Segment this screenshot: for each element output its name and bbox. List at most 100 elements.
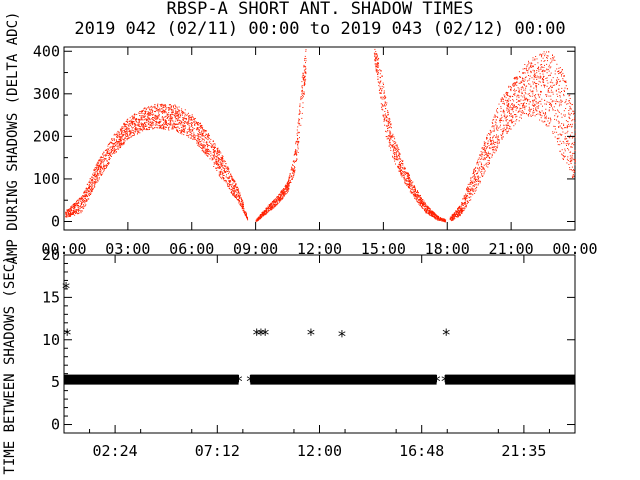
- top-series-point: [295, 153, 297, 155]
- top-series-point: [389, 126, 391, 128]
- top-series-point: [168, 109, 170, 111]
- top-series-point: [508, 106, 510, 108]
- top-series-point: [381, 105, 383, 107]
- top-series-point: [467, 183, 469, 185]
- top-series-point: [296, 154, 298, 156]
- top-series-point: [163, 104, 165, 106]
- top-series-point: [133, 134, 135, 136]
- top-series-point: [391, 135, 393, 137]
- top-series-point: [493, 146, 495, 148]
- top-series-point: [97, 169, 99, 171]
- top-series-point: [388, 138, 390, 140]
- top-series-point: [271, 204, 273, 206]
- top-series-point: [276, 200, 278, 202]
- top-series-point: [182, 129, 184, 131]
- top-series-point: [303, 75, 305, 77]
- top-series-point: [127, 136, 129, 138]
- top-series-point: [177, 124, 179, 125]
- top-series-point: [491, 126, 493, 128]
- top-series-point: [94, 174, 96, 176]
- top-series-point: [120, 138, 122, 140]
- top-series-point: [151, 114, 153, 116]
- top-series-point: [75, 202, 77, 204]
- top-series-point: [388, 127, 390, 129]
- top-series-point: [206, 144, 208, 146]
- top-series-point: [464, 203, 466, 205]
- top-series-point: [121, 128, 123, 130]
- top-series-point: [183, 130, 185, 132]
- top-series-point: [190, 129, 192, 130]
- top-series-point: [216, 153, 217, 155]
- top-series-point: [555, 89, 557, 91]
- top-series-point: [396, 158, 397, 160]
- top-series-point: [414, 196, 416, 198]
- top-series-point: [492, 146, 494, 148]
- top-series-point: [466, 197, 468, 199]
- top-series-point: [391, 135, 393, 137]
- top-series-point: [291, 169, 293, 171]
- top-series-point: [133, 132, 135, 134]
- top-series-point: [90, 185, 92, 187]
- top-series-point: [73, 203, 75, 205]
- top-series-point: [533, 111, 535, 113]
- top-series-point: [460, 206, 462, 208]
- top-series-point: [435, 214, 436, 216]
- top-series-point: [561, 75, 562, 77]
- top-series-point: [562, 72, 564, 74]
- top-series-point: [475, 178, 477, 180]
- top-series-point: [422, 203, 424, 205]
- top-series-point: [414, 197, 416, 199]
- top-series-point: [201, 145, 203, 147]
- top-series-point: [120, 141, 122, 143]
- top-series-point: [100, 156, 102, 158]
- top-series-point: [511, 115, 513, 117]
- top-series-point: [534, 59, 536, 61]
- top-series-point: [225, 181, 227, 183]
- top-series-point: [103, 170, 105, 172]
- top-series-point: [191, 135, 193, 137]
- top-series-point: [281, 190, 282, 192]
- top-series-point: [193, 138, 195, 140]
- top-series-point: [421, 207, 423, 209]
- top-series-point: [160, 111, 162, 113]
- top-series-point: [158, 109, 160, 111]
- top-series-point: [113, 143, 115, 145]
- top-series-point: [123, 139, 125, 141]
- top-series-point: [394, 153, 396, 155]
- top-series-point: [377, 76, 379, 78]
- top-series-point: [236, 193, 238, 195]
- top-series-point: [482, 147, 484, 149]
- top-series-point: [172, 105, 174, 107]
- top-series-point: [304, 75, 306, 77]
- top-series-point: [293, 170, 294, 172]
- top-series-point: [484, 151, 486, 153]
- top-series-point: [212, 158, 214, 160]
- top-series-point: [233, 188, 235, 189]
- top-series-point: [383, 90, 385, 92]
- top-series-point: [472, 185, 474, 187]
- top-series-point: [297, 152, 299, 153]
- top-series-point: [496, 147, 498, 149]
- top-series-point: [573, 159, 575, 161]
- top-series-point: [170, 107, 172, 109]
- top-series-point: [554, 126, 556, 127]
- top-series-point: [569, 161, 571, 162]
- top-series-point: [480, 151, 482, 153]
- top-series-point: [552, 133, 554, 134]
- top-series-point: [495, 141, 496, 143]
- top-series-point: [528, 103, 530, 105]
- top-series-point: [530, 65, 532, 66]
- top-series-point: [394, 148, 396, 150]
- top-series-point: [467, 201, 469, 203]
- top-series-point: [520, 89, 522, 91]
- top-series-point: [207, 134, 209, 136]
- top-series-point: [163, 110, 165, 112]
- top-series-point: [106, 160, 108, 161]
- top-series-point: [84, 191, 86, 193]
- top-series-point: [277, 197, 279, 199]
- top-series-point: [95, 176, 97, 178]
- top-series-point: [377, 70, 379, 72]
- top-series-point: [464, 202, 466, 204]
- top-series-point: [570, 161, 572, 163]
- top-series-point: [219, 161, 221, 163]
